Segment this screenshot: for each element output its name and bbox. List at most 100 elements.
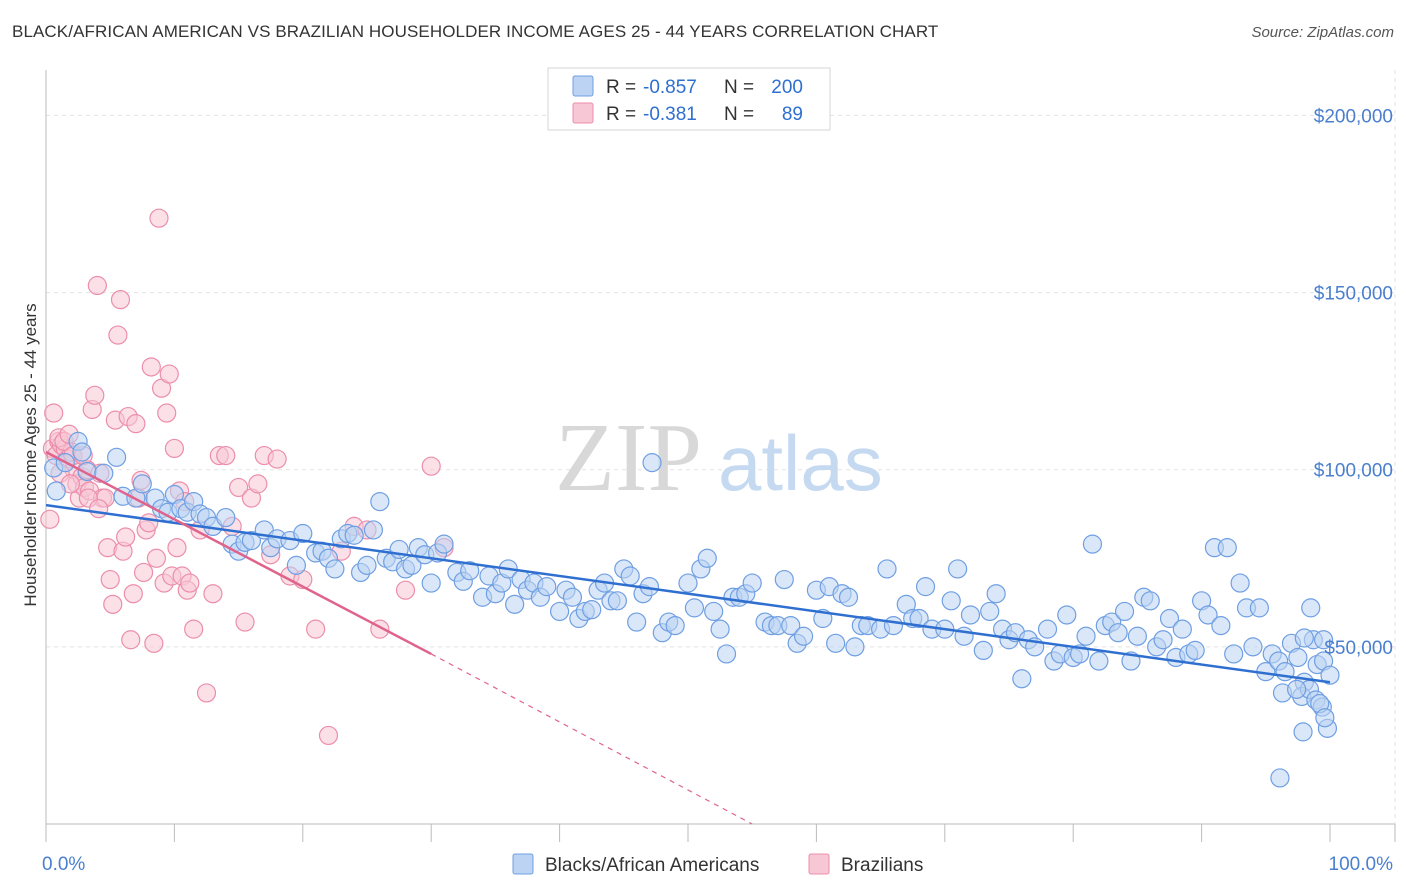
brazilians-point-88 xyxy=(89,499,109,519)
watermark-zip: ZIP xyxy=(555,404,702,512)
brazilians-point-57 xyxy=(203,584,223,604)
blacks-point-100 xyxy=(781,615,801,636)
blacks-point-40 xyxy=(357,555,377,575)
legend-r-value-blue: -0.857 xyxy=(643,77,697,98)
legend-box xyxy=(547,67,831,131)
brazilians-point-62 xyxy=(235,612,255,632)
blacks-point-72 xyxy=(582,600,602,620)
legend-swatch-pink xyxy=(572,102,594,124)
brazilians-point-53 xyxy=(180,573,200,593)
blacks-point-190 xyxy=(1287,679,1307,699)
blacks-point-167 xyxy=(1249,598,1269,618)
trend-line-brazilians-extension xyxy=(430,653,753,825)
brazilians-point-56 xyxy=(196,683,217,703)
brazilians-point-16 xyxy=(85,385,105,405)
y-tick-label-1: $100,000 xyxy=(1314,461,1393,482)
blacks-point-137 xyxy=(1057,605,1077,625)
brazilians-point-30 xyxy=(121,630,141,650)
brazilians-point-37 xyxy=(139,513,159,533)
blacks-point-7 xyxy=(107,447,127,467)
brazilians-point-38 xyxy=(141,357,161,377)
blacks-point-140 xyxy=(1076,626,1096,646)
blacks-point-187 xyxy=(1293,722,1313,742)
blacks-point-141 xyxy=(1082,534,1103,554)
brazilians-point-0 xyxy=(40,509,60,529)
brazilians-point-23 xyxy=(103,594,123,614)
brazilians-point-17 xyxy=(87,275,107,296)
brazilians-point-67 xyxy=(267,449,287,469)
series-blacks-points xyxy=(44,431,1340,788)
brazilians-point-41 xyxy=(149,208,169,228)
blacks-point-142 xyxy=(1089,651,1109,671)
brazilians-point-54 xyxy=(184,619,204,639)
blacks-point-122 xyxy=(948,559,968,579)
blacks-point-146 xyxy=(1114,601,1135,622)
trend-line-brazilians xyxy=(45,450,432,656)
brazilians-point-47 xyxy=(164,438,184,459)
blacks-point-91 xyxy=(716,644,737,664)
legend-n-label-blue: N = xyxy=(724,77,754,98)
legend-bottom-swatch-pink xyxy=(808,853,830,875)
source-label: Source: ZipAtlas.com xyxy=(1251,24,1394,41)
y-tick-label-2: $150,000 xyxy=(1314,284,1393,305)
blacks-point-152 xyxy=(1153,630,1173,650)
blacks-point-99 xyxy=(774,569,794,590)
legend-n-value-blue: 200 xyxy=(771,77,803,98)
brazilians-point-32 xyxy=(126,414,146,434)
brazilians-point-70 xyxy=(306,619,326,639)
legend-bottom: Blacks/African Americans Brazilians xyxy=(512,853,923,876)
blacks-point-178 xyxy=(1320,665,1340,685)
legend-r-label-blue: R = xyxy=(606,77,636,98)
blacks-point-42 xyxy=(370,492,390,512)
blacks-point-166 xyxy=(1243,637,1263,657)
blacks-point-31 xyxy=(293,523,313,544)
blacks-point-191 xyxy=(1313,630,1334,650)
legend-swatch-blue xyxy=(572,75,594,97)
brazilians-point-76 xyxy=(395,580,416,600)
brazilians-point-77 xyxy=(421,456,441,476)
y-tick-labels: $50,000 $100,000 $150,000 $200,000 xyxy=(1314,106,1393,658)
brazilians-point-28 xyxy=(116,527,136,547)
legend-top: R = -0.857 N = 200 R = -0.381 N = 89 xyxy=(547,67,831,131)
blacks-point-118 xyxy=(915,577,936,597)
blacks-point-69 xyxy=(562,587,583,607)
blacks-point-117 xyxy=(909,608,929,629)
blacks-point-192 xyxy=(1294,628,1314,648)
blacks-point-175 xyxy=(1301,598,1321,618)
blacks-point-113 xyxy=(877,559,897,579)
brazilians-point-71 xyxy=(318,725,339,746)
blacks-point-102 xyxy=(793,626,814,646)
legend-bottom-label-blue: Blacks/African Americans xyxy=(545,855,759,876)
blacks-point-193 xyxy=(642,453,662,473)
legend-bottom-label-pink: Brazilians xyxy=(841,855,923,876)
blacks-point-189 xyxy=(1270,768,1290,788)
blacks-point-121 xyxy=(941,591,961,611)
blacks-point-88 xyxy=(697,548,717,568)
blacks-point-150 xyxy=(1140,591,1160,611)
brazilians-point-31 xyxy=(123,584,143,604)
brazilians-point-45 xyxy=(159,364,179,384)
brazilians-point-40 xyxy=(146,548,167,568)
brazilians-point-48 xyxy=(167,538,187,558)
brazilians-point-44 xyxy=(157,403,177,423)
blacks-point-78 xyxy=(620,566,640,586)
legend-r-label-pink: R = xyxy=(606,104,636,125)
trend-line-blacks xyxy=(45,503,1331,684)
blacks-point-67 xyxy=(549,601,570,622)
blacks-point-79 xyxy=(627,612,647,632)
blacks-point-124 xyxy=(960,605,981,625)
blacks-point-41 xyxy=(363,520,384,540)
blacks-point-55 xyxy=(460,561,480,581)
blacks-point-153 xyxy=(1159,608,1180,629)
blacks-point-164 xyxy=(1230,573,1250,593)
blacks-point-66 xyxy=(537,577,557,597)
brazilians-point-83 xyxy=(44,403,64,423)
blacks-point-159 xyxy=(1198,605,1218,625)
legend-n-value-pink: 89 xyxy=(782,104,803,125)
blacks-point-108 xyxy=(838,587,859,607)
blacks-point-10 xyxy=(132,474,152,494)
watermark: ZIP atlas xyxy=(555,404,883,512)
blacks-point-106 xyxy=(826,633,846,653)
trend-lines xyxy=(45,450,1331,825)
